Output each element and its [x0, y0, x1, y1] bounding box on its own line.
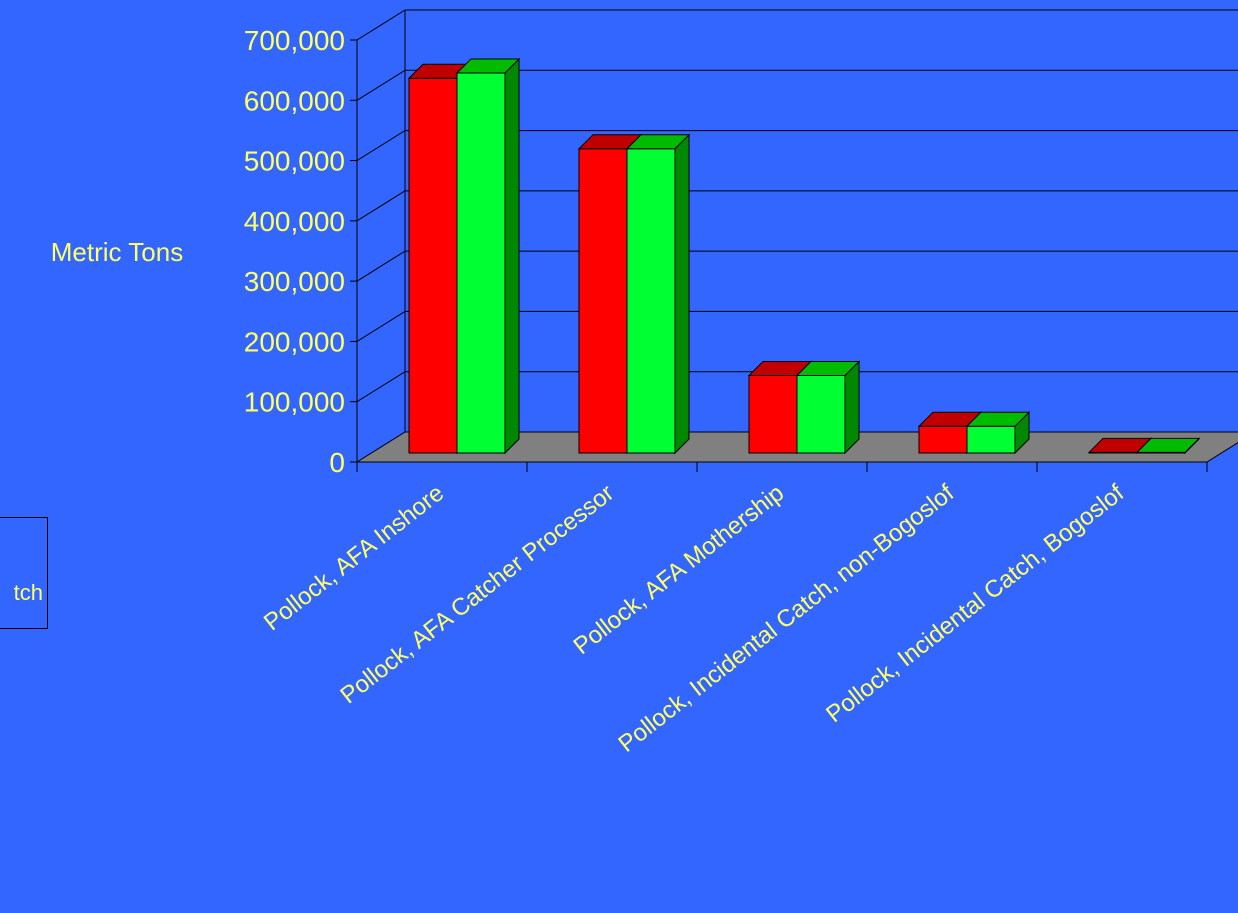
bar-front: [748, 374, 798, 454]
legend-entry-series-2: tch: [13, 580, 43, 605]
y-tick-label: 700,000: [244, 25, 345, 56]
gridline-diagonal: [356, 190, 406, 222]
gridline-diagonal: [356, 371, 406, 403]
bar-side: [844, 360, 860, 455]
x-tick-label: Pollock, AFA Catcher Processor: [335, 479, 619, 709]
bar-front: [626, 148, 676, 454]
bar-top: [625, 134, 691, 150]
x-tick-label: Pollock, Incidental Catch, non-Bogoslof: [613, 479, 959, 758]
y-tick-label: 200,000: [244, 326, 345, 357]
y-tick-label: 500,000: [244, 146, 345, 177]
gridline-diagonal: [356, 250, 406, 282]
bar-front: [966, 425, 1016, 454]
y-tick-label: 100,000: [244, 387, 345, 418]
bar-side: [674, 133, 690, 455]
bar-front: [796, 374, 846, 454]
bar-top: [455, 58, 521, 74]
bar-front: [918, 425, 968, 454]
y-tick-label: 400,000: [244, 206, 345, 237]
y-axis-title: Metric Tons: [51, 237, 183, 267]
bar-front: [408, 77, 458, 454]
gridline-diagonal: [356, 130, 406, 161]
x-tick-label: Pollock, AFA Inshore: [259, 479, 449, 636]
bar-top: [965, 411, 1031, 427]
gridline-diagonal: [356, 69, 406, 101]
gridline-diagonal: [356, 311, 406, 342]
y-tick-label: 300,000: [244, 266, 345, 297]
bar-top: [1135, 437, 1201, 453]
y-tick-label: 600,000: [244, 85, 345, 116]
bar-front: [578, 148, 628, 454]
bar-top: [795, 360, 861, 376]
y-tick-label: 0: [329, 447, 345, 478]
bar-front: [456, 72, 506, 454]
gridline-diagonal: [356, 9, 406, 41]
legend: tch: [0, 517, 48, 629]
bar-side: [504, 57, 520, 455]
x-tick-label: Pollock, Incidental Catch, Bogoslof: [821, 479, 1129, 728]
